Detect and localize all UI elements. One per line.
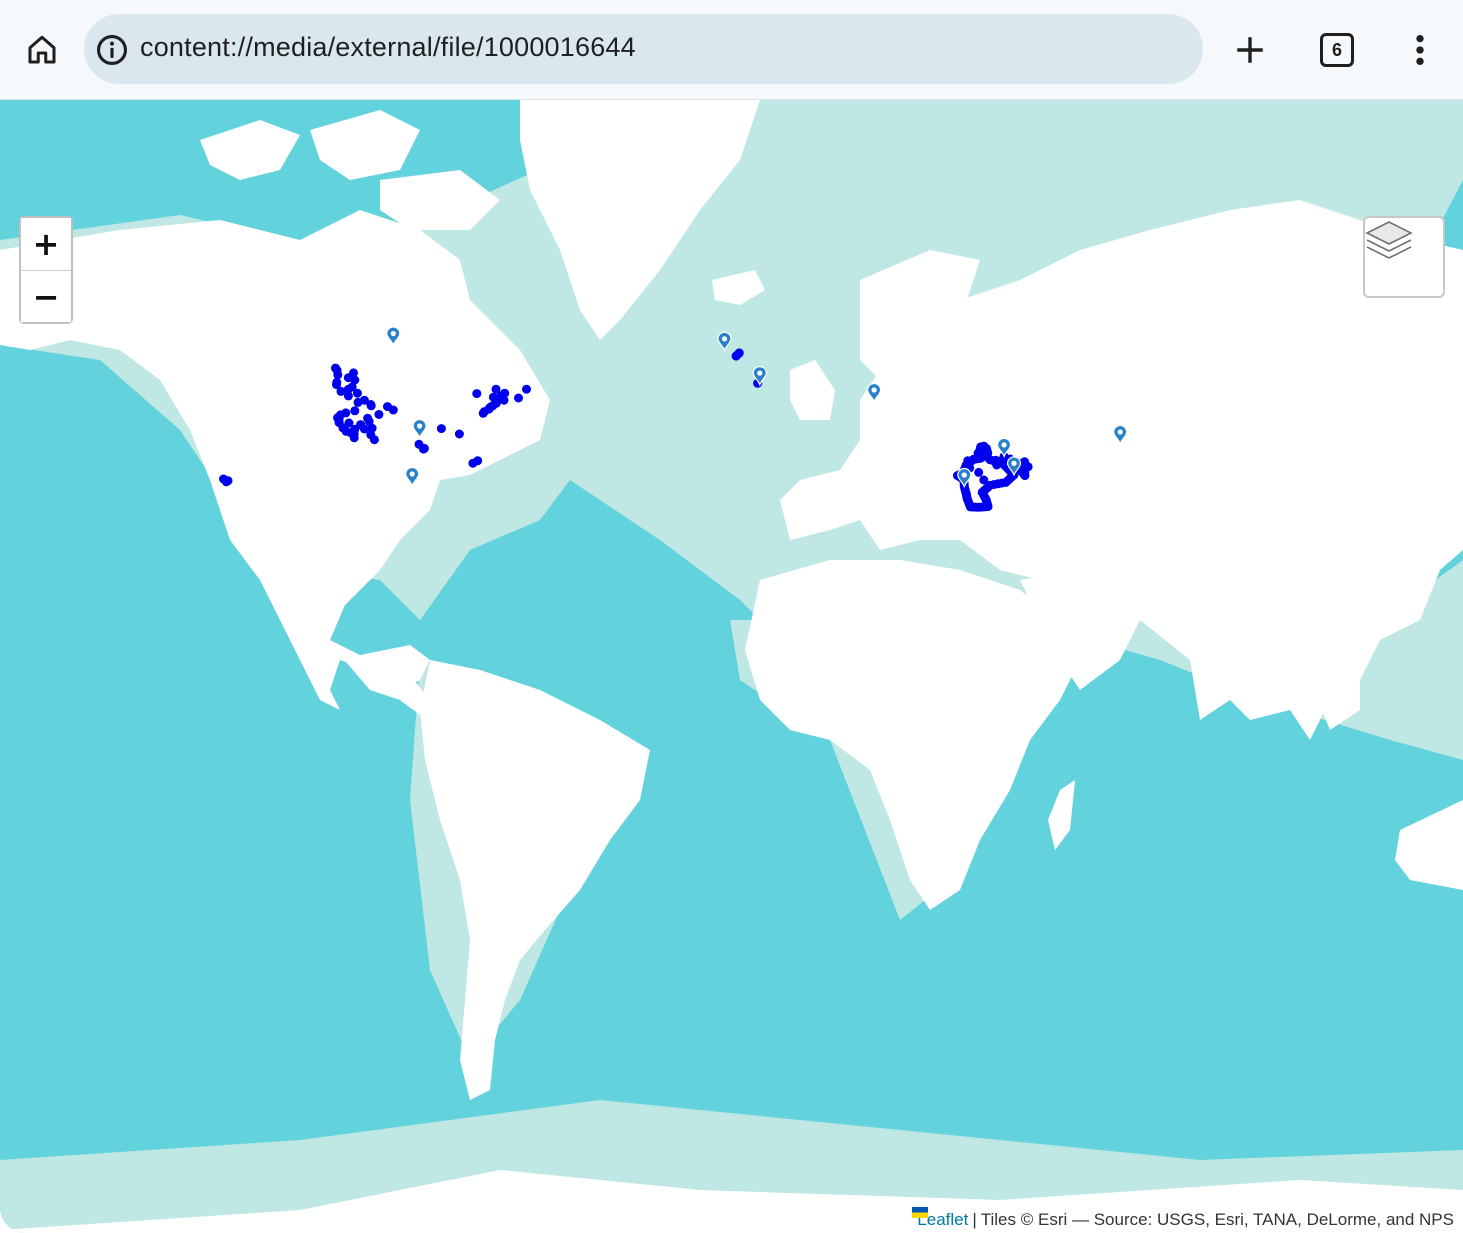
new-tab-button[interactable] <box>1226 26 1274 74</box>
track-point <box>491 384 501 394</box>
track-point <box>350 424 360 434</box>
location-marker[interactable] <box>405 466 420 488</box>
track-point <box>383 402 392 412</box>
track-point <box>343 391 353 401</box>
track-point <box>221 477 231 487</box>
track-point <box>333 370 343 380</box>
location-marker[interactable] <box>957 467 972 489</box>
marker-layer <box>386 326 1128 489</box>
track-point <box>352 388 362 398</box>
leaflet-link[interactable]: Leaflet <box>917 1210 969 1229</box>
track-point <box>486 402 496 412</box>
zoom-in-button[interactable]: + <box>21 218 71 270</box>
map-attribution: Leaflet | Tiles © Esri — Source: USGS, E… <box>912 1207 1463 1233</box>
zoom-control: + − <box>19 216 73 324</box>
track-point <box>472 389 482 399</box>
plus-icon <box>1237 37 1263 63</box>
location-marker[interactable] <box>386 326 401 347</box>
tab-switcher-button[interactable]: 6 <box>1313 26 1361 74</box>
track-point <box>974 467 984 477</box>
track-point <box>359 424 369 434</box>
location-marker[interactable] <box>1006 456 1022 477</box>
track-point <box>500 388 510 398</box>
home-button[interactable] <box>18 26 66 74</box>
track-point <box>414 439 424 449</box>
track-point <box>454 429 464 439</box>
track-point <box>374 410 384 419</box>
track-point <box>343 384 353 394</box>
info-icon[interactable] <box>95 33 129 67</box>
track-point <box>344 418 354 428</box>
address-bar[interactable] <box>84 14 1203 84</box>
attribution-separator: | <box>972 1210 977 1229</box>
track-point <box>522 384 531 394</box>
track-point <box>436 424 446 434</box>
basemap <box>0 100 1463 1233</box>
map-view[interactable]: + − Leaflet | Tiles © Esri — Source: USG… <box>0 100 1463 1233</box>
land-layer <box>0 100 1463 1233</box>
track-point <box>349 433 359 443</box>
track-point <box>350 406 360 416</box>
location-marker[interactable] <box>1113 424 1128 446</box>
location-marker[interactable] <box>412 418 427 440</box>
track-point <box>353 397 363 407</box>
tiles-attribution-text: Tiles © Esri — Source: USGS, Esri, TANA,… <box>980 1210 1454 1229</box>
location-marker[interactable] <box>752 366 767 387</box>
url-text[interactable]: content://media/external/file/1000016644 <box>140 32 636 62</box>
layers-control-button[interactable] <box>1363 216 1445 298</box>
zoom-out-button[interactable]: − <box>21 270 71 322</box>
location-marker[interactable] <box>866 382 882 404</box>
track-point <box>499 395 509 405</box>
track-point <box>1020 460 1030 470</box>
location-marker[interactable] <box>996 437 1012 459</box>
browser-toolbar: content://media/external/file/1000016644… <box>0 0 1463 100</box>
track-point <box>999 459 1009 469</box>
location-marker[interactable] <box>717 331 732 352</box>
track-point <box>734 348 744 358</box>
track-point <box>367 423 377 433</box>
more-menu-button[interactable] <box>1398 26 1442 74</box>
tab-count: 6 <box>1320 33 1354 67</box>
layers-icon <box>1365 221 1413 259</box>
track-point <box>473 456 483 466</box>
more-vert-icon <box>1416 34 1424 66</box>
track-point <box>366 401 376 411</box>
ukraine-flag-icon <box>912 1207 929 1218</box>
track-point <box>332 380 341 390</box>
track-point <box>350 375 360 385</box>
track-point <box>979 475 989 485</box>
home-icon <box>28 35 56 64</box>
track-point <box>369 435 379 445</box>
track-point <box>363 413 373 423</box>
track-point <box>336 386 346 396</box>
track-point <box>349 368 358 378</box>
track-point <box>478 408 488 418</box>
track-point <box>514 393 523 403</box>
